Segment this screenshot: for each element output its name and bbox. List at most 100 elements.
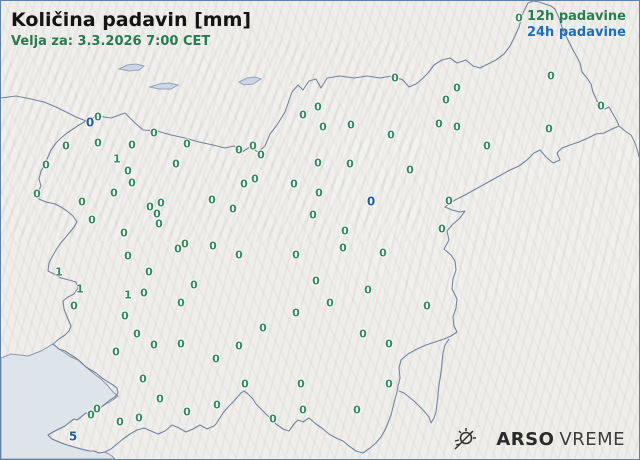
station-value: 0 xyxy=(78,195,86,209)
station-value: 0 xyxy=(292,306,300,320)
station-value: 0 xyxy=(379,246,387,260)
lake-shape-3 xyxy=(237,76,263,86)
station-value: 0 xyxy=(88,213,96,227)
station-value: 0 xyxy=(347,118,355,132)
station-value: 0 xyxy=(312,274,320,288)
station-value: 0 xyxy=(116,415,124,429)
station-value: 0 xyxy=(387,128,395,142)
station-value: 0 xyxy=(146,200,154,214)
lake-shape-1 xyxy=(117,63,146,72)
station-value: 0 xyxy=(423,299,431,313)
station-value: 0 xyxy=(315,186,323,200)
station-value: 0 xyxy=(292,248,300,262)
station-value: 0 xyxy=(314,156,322,170)
station-value: 0 xyxy=(353,403,361,417)
station-value: 0 xyxy=(339,241,347,255)
station-value: 0 xyxy=(212,352,220,366)
station-value: 0 xyxy=(177,337,185,351)
station-value: 0 xyxy=(442,93,450,107)
station-value: 0 xyxy=(177,296,185,310)
station-value: 0 xyxy=(208,193,216,207)
legend-24h-label: 24h padavine xyxy=(526,25,626,40)
station-value: 0 xyxy=(241,377,249,391)
station-value: 0 xyxy=(155,217,163,231)
station-value: 0 xyxy=(299,108,307,122)
map-header: Količina padavin [mm] Velja za: 3.3.2026… xyxy=(11,9,251,49)
station-value: 0 xyxy=(209,239,217,253)
station-value: 0 xyxy=(85,115,95,130)
legend-12h-label: 12h padavine xyxy=(526,9,626,24)
station-value: 0 xyxy=(139,372,147,386)
border-croatia-hungary xyxy=(618,125,639,158)
station-value: 0 xyxy=(385,377,393,391)
station-value: 0 xyxy=(94,136,102,150)
logo-brand-light: VREME xyxy=(559,428,625,450)
station-value: 0 xyxy=(70,299,78,313)
station-value: 0 xyxy=(385,337,393,351)
station-value: 0 xyxy=(33,187,41,201)
station-value: 0 xyxy=(453,120,461,134)
station-value: 0 xyxy=(87,408,95,422)
station-value: 0 xyxy=(438,222,446,236)
station-value: 0 xyxy=(259,321,267,335)
station-value: 0 xyxy=(391,71,399,85)
station-value: 0 xyxy=(213,398,221,412)
station-value: 1 xyxy=(76,282,84,296)
station-value: 0 xyxy=(251,172,259,186)
station-value: 0 xyxy=(174,242,182,256)
border-detail-southeast xyxy=(398,338,450,424)
station-value: 0 xyxy=(249,139,257,153)
station-value: 0 xyxy=(597,99,605,113)
station-value: 0 xyxy=(235,339,243,353)
slovenia-border xyxy=(37,1,620,454)
station-value: 0 xyxy=(235,248,243,262)
station-value: 0 xyxy=(483,139,491,153)
station-value: 0 xyxy=(297,377,305,391)
station-value: 0 xyxy=(42,158,50,172)
station-value: 0 xyxy=(120,226,128,240)
station-value: 0 xyxy=(319,120,327,134)
station-value: 0 xyxy=(94,110,102,124)
legend: 12h padavine 24h padavine xyxy=(527,9,626,41)
station-value: 0 xyxy=(156,392,164,406)
station-value: 0 xyxy=(445,194,453,208)
station-value: 0 xyxy=(157,196,165,210)
station-value: 0 xyxy=(145,265,153,279)
station-value: 0 xyxy=(515,11,523,25)
valid-time-label: Velja za: 3.3.2026 7:00 CET xyxy=(11,34,211,49)
station-value: 0 xyxy=(128,138,136,152)
station-value: 0 xyxy=(183,405,191,419)
station-value: 0 xyxy=(124,249,132,263)
page-title: Količina padavin [mm] xyxy=(11,9,252,31)
station-value: 1 xyxy=(113,152,121,166)
station-value: 0 xyxy=(406,163,414,177)
station-value: 1 xyxy=(55,265,63,279)
station-value: 0 xyxy=(359,327,367,341)
station-value: 0 xyxy=(62,139,70,153)
station-value: 0 xyxy=(240,177,248,191)
station-value: 0 xyxy=(93,402,101,416)
station-value: 0 xyxy=(183,137,191,151)
station-value: 0 xyxy=(110,186,118,200)
station-value: 0 xyxy=(309,208,317,222)
border-italy-austria xyxy=(1,95,87,122)
station-value: 0 xyxy=(128,176,136,190)
station-value: 0 xyxy=(235,143,243,157)
station-value: 0 xyxy=(435,117,443,131)
station-value: 0 xyxy=(150,126,158,140)
arso-vreme-logo: ARSO VREME xyxy=(452,426,625,452)
station-value: 0 xyxy=(135,411,143,425)
station-value: 0 xyxy=(290,177,298,191)
station-value: 0 xyxy=(150,338,158,352)
station-value: 0 xyxy=(140,286,148,300)
station-value: 0 xyxy=(366,194,376,209)
station-value: 0 xyxy=(346,157,354,171)
station-value: 1 xyxy=(124,288,132,302)
station-value: 0 xyxy=(153,207,161,221)
station-value: 5 xyxy=(68,429,78,444)
station-value: 0 xyxy=(133,327,141,341)
station-value: 0 xyxy=(190,278,198,292)
